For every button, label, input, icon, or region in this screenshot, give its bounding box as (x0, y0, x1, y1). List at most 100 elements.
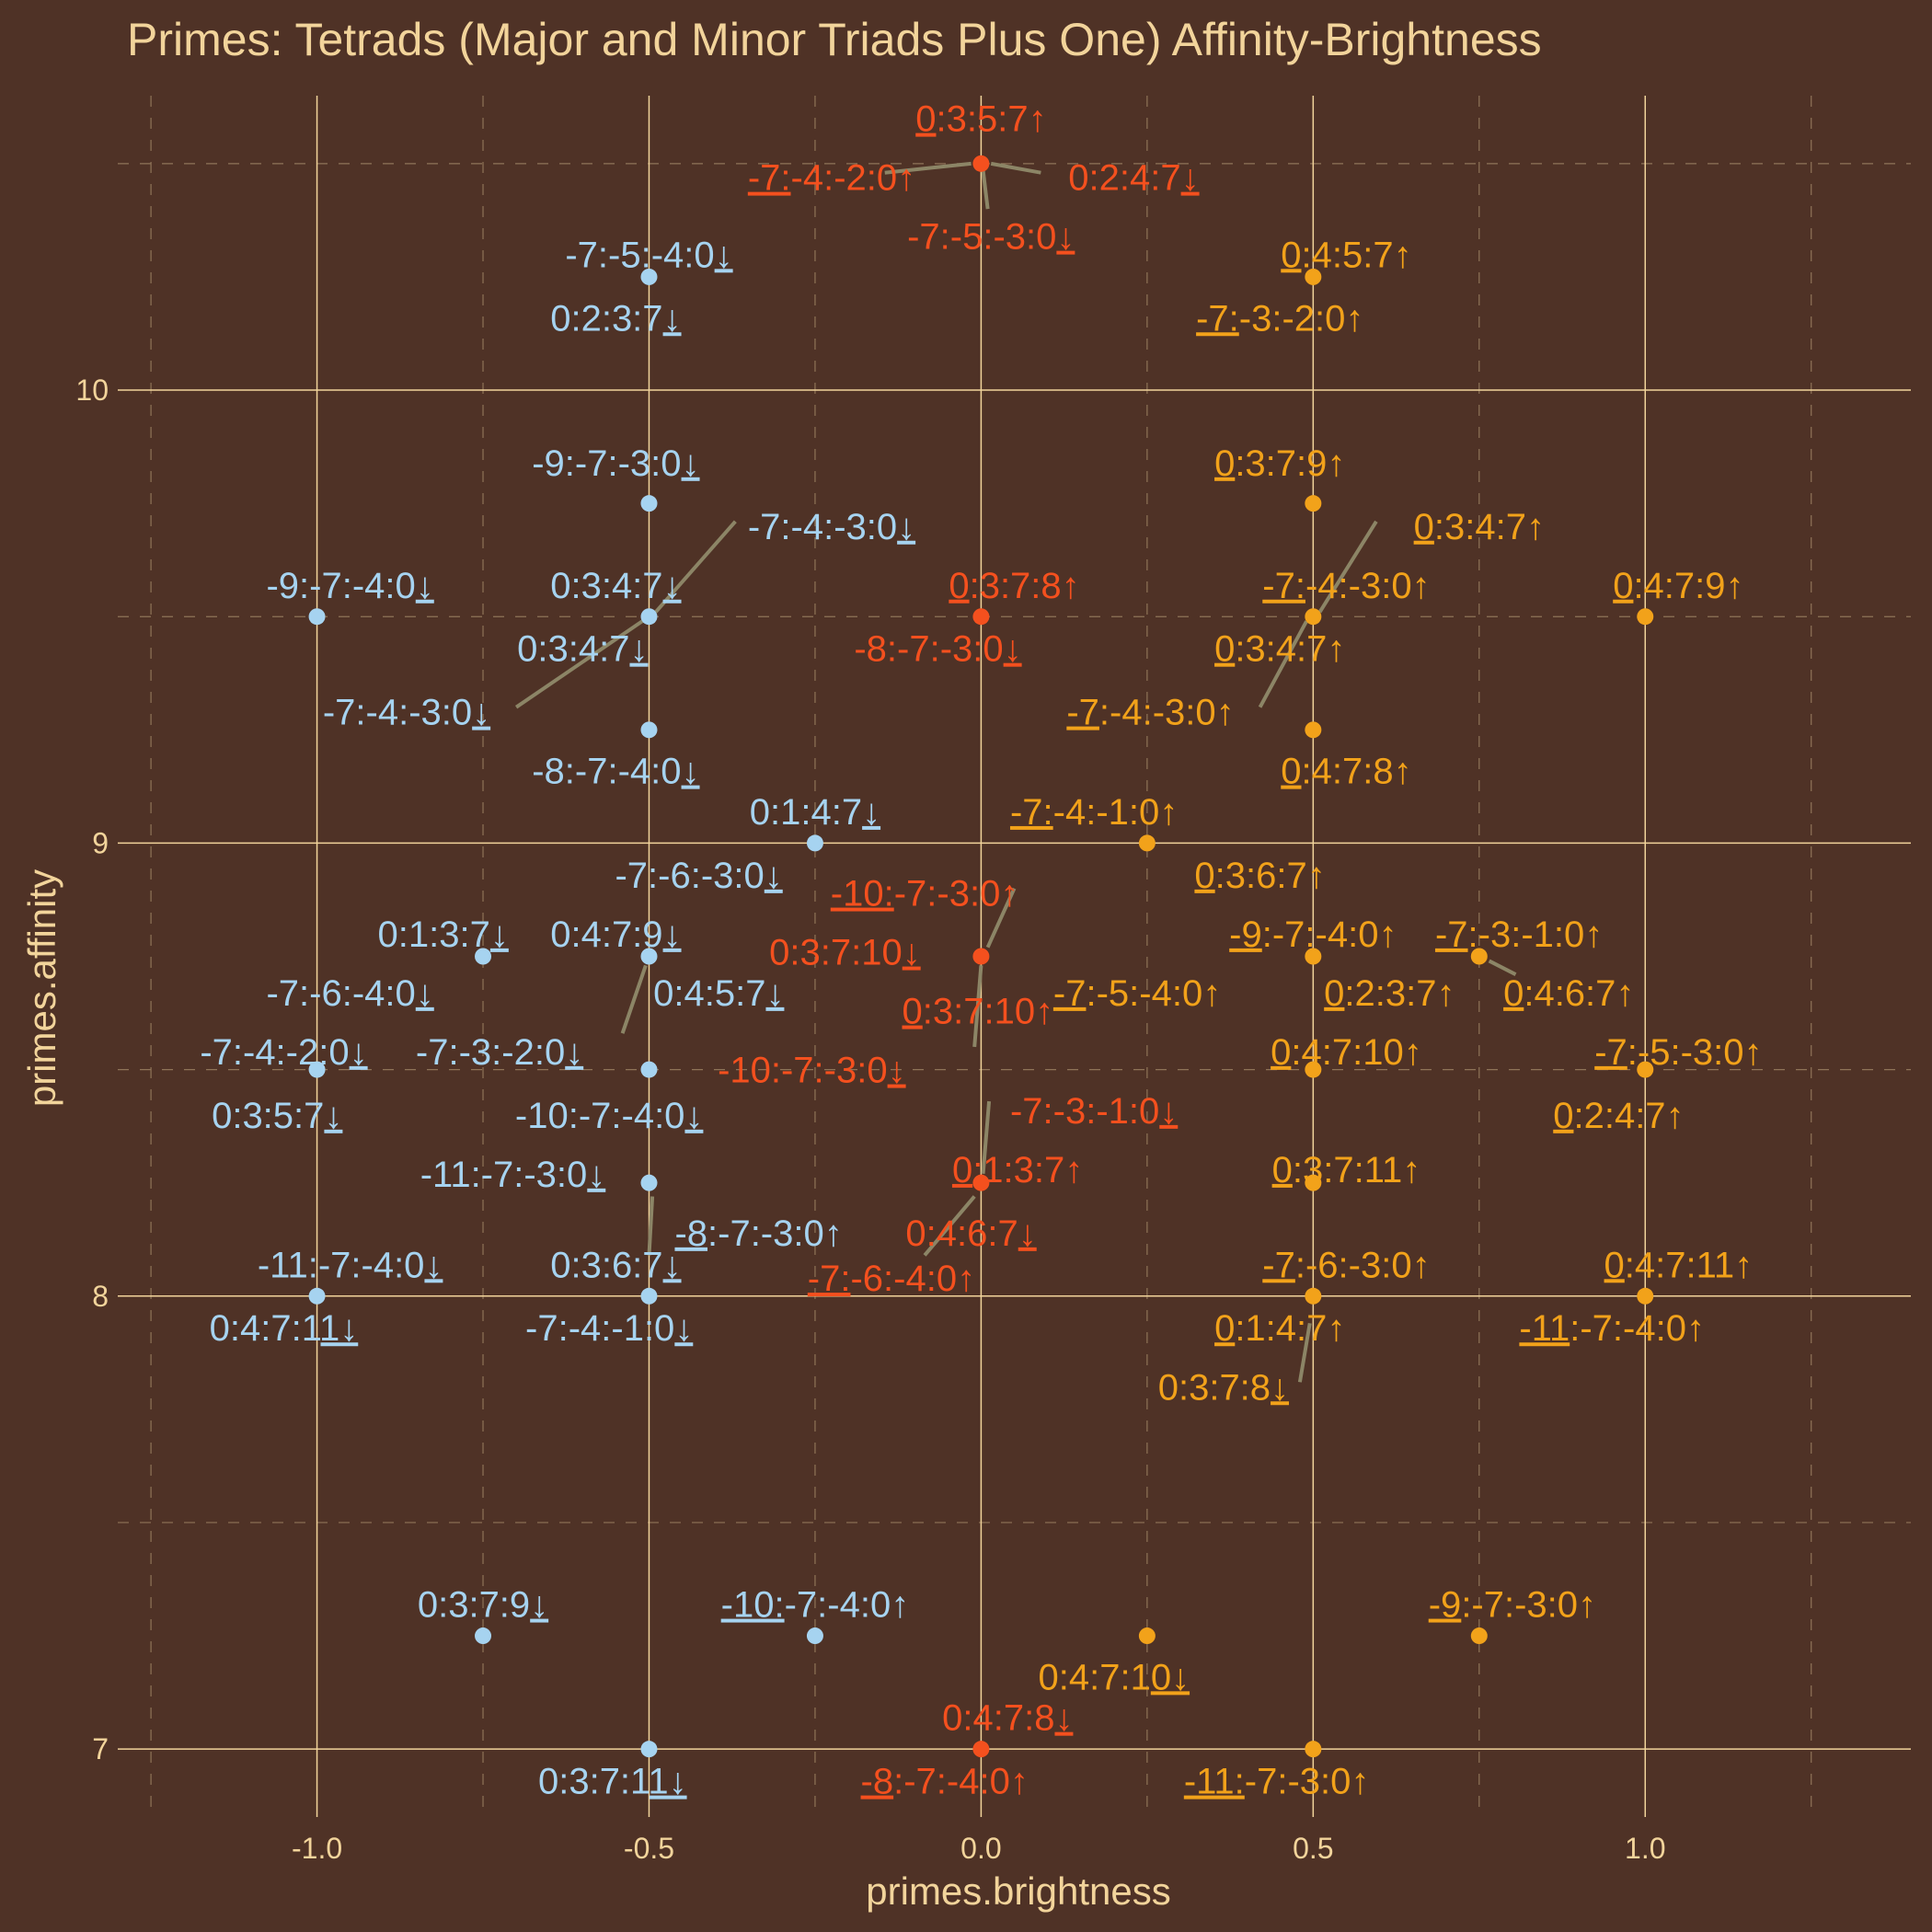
point-label: 0:4:7:11↑ (1604, 1245, 1754, 1285)
point-label: -9:-7:-4:0↓ (266, 566, 433, 606)
point-label: 0:4:7:8↓ (942, 1698, 1073, 1739)
point-label: 0:4:7:9↓ (550, 914, 681, 955)
point-labels: 0:3:5:7↑-7:-4:-2:0↑ 0:2:4:7↓ -7:-5:-3:0↓ -7… (200, 99, 1762, 1802)
data-point (1305, 948, 1322, 965)
data-point (308, 1061, 326, 1078)
point-label: 0:4:6:7↓ (905, 1213, 1036, 1254)
point-label: 0:3:4:7↑ (1214, 629, 1345, 670)
point-label: -7:-4:-3:0↑ (1066, 693, 1234, 733)
data-point (1305, 608, 1322, 626)
point-label: -7:-5:-4:0↓ (565, 235, 732, 275)
leader-line (972, 965, 983, 1048)
point-label: -7:-4:-3:0↓ (748, 507, 915, 547)
point-label: -10:-7:-4:0↓ (515, 1096, 704, 1136)
data-point (1305, 268, 1322, 285)
data-point (1305, 495, 1322, 512)
point-label: 0:3:7:9↑ (1214, 443, 1345, 484)
grid (118, 96, 1911, 1817)
point-label: 0:3:7:11↑ (1272, 1150, 1421, 1190)
point-label: -8:-7:-3:0↑ (674, 1213, 842, 1254)
x-tick-label: -1.0 (292, 1832, 342, 1865)
data-point (972, 608, 990, 626)
data-point (1305, 721, 1322, 739)
point-label: -7:-4:-3:0↑ (1262, 566, 1430, 606)
leader-line (514, 619, 644, 709)
point-label: 0:4:5:7↓ (653, 973, 784, 1014)
point-label: -7:-6:-4:0↑ (808, 1259, 975, 1299)
point-label: 0:3:5:7↑ (915, 99, 1046, 140)
point-label: 0:3:4:7↓ (550, 566, 681, 606)
point-label: -7:-6:-3:0↓ (615, 856, 782, 896)
data-point (972, 1741, 990, 1758)
data-point (1305, 1741, 1322, 1758)
point-label: -7:-3:-2:0↑ (1196, 298, 1363, 339)
point-label: 0:3:6:7↓ (550, 1245, 681, 1285)
point-label: -11:-7:-4:0↑ (1519, 1308, 1705, 1349)
leader-line (1258, 620, 1308, 708)
point-label: -7:-4:-3:0↓ (323, 693, 490, 733)
point-label: -9:-7:-3:0↑ (1429, 1585, 1596, 1626)
leader-line (990, 161, 1041, 175)
leader-line (647, 1196, 655, 1256)
data-point (1305, 1287, 1322, 1305)
point-label: 0:3:7:10↑ (903, 992, 1054, 1032)
point-label: -8:-7:-4:0↑ (861, 1762, 1029, 1802)
point-label: -8:-7:-3:0↓ (854, 629, 1021, 670)
x-tick-label: 0.5 (1293, 1832, 1333, 1865)
data-point (475, 1627, 492, 1645)
data-point (1305, 1061, 1322, 1078)
point-label: -7:-3:-2:0↓ (416, 1032, 583, 1073)
point-label: -7:-6:-4:0↓ (266, 973, 433, 1014)
point-label: -11:-7:-3:0↑ (1184, 1762, 1370, 1802)
point-label: 0:3:4:7↓ (517, 629, 648, 670)
leader-line (1297, 1322, 1312, 1383)
point-label: 0:1:3:7↑ (952, 1150, 1083, 1190)
leader-line (1317, 520, 1378, 614)
chart-title: Primes: Tetrads (Major and Minor Triads … (127, 14, 1542, 65)
point-label: 0:4:7:10↑ (1271, 1032, 1422, 1073)
y-tick-label: 9 (92, 826, 109, 859)
point-label: 0:3:7:11↓ (538, 1762, 687, 1802)
x-axis-title: primes.brightness (866, 1869, 1170, 1913)
point-label: 0:4:7:9↑ (1613, 566, 1743, 606)
point-label: -7:-5:-4:0↑ (1053, 973, 1221, 1014)
point-label: 0:4:7:11↓ (210, 1308, 359, 1349)
leader-line (884, 161, 972, 175)
point-label: 0:3:5:7↓ (212, 1096, 342, 1136)
data-point (1470, 948, 1488, 965)
point-label: 0:3:7:10↓ (769, 933, 921, 973)
point-label: -10:-7:-3:0↓ (718, 1051, 906, 1091)
point-label: -7:-3:-1:0↓ (1010, 1091, 1178, 1132)
y-tick-label: 8 (92, 1280, 109, 1313)
data-point (308, 608, 326, 626)
data-point (1138, 1627, 1156, 1645)
point-label: 0:2:3:7↓ (550, 298, 681, 339)
data-point (640, 268, 658, 285)
x-tick-label: 1.0 (1625, 1832, 1665, 1865)
point-label: 0:3:4:7↑ (1414, 507, 1545, 547)
data-point (640, 1287, 658, 1305)
data-point (1637, 1287, 1654, 1305)
data-point (308, 1287, 326, 1305)
data-point (972, 948, 990, 965)
point-label: -9:-7:-3:0↓ (532, 443, 699, 484)
data-point (1138, 834, 1156, 852)
data-point (1470, 1627, 1488, 1645)
tick-labels: -1.0 -0.5 0.0 0.5 1.0 7 8 9 10 (75, 374, 1665, 1865)
y-tick-label: 10 (75, 374, 109, 407)
data-point (1305, 1174, 1322, 1191)
point-label: -7:-6:-3:0↑ (1262, 1245, 1430, 1285)
point-label: -7:-4:-2:0↑ (748, 158, 915, 199)
data-point (640, 1174, 658, 1191)
point-label: 0:3:6:7↑ (1194, 856, 1325, 896)
point-label: 0:2:4:7↓ (1068, 158, 1199, 199)
point-label: -7:-4:-1:0↓ (525, 1308, 693, 1349)
data-point (475, 948, 492, 965)
point-label: 0:4:7:8↑ (1281, 752, 1411, 792)
point-label: -7:-5:-3:0↑ (1594, 1032, 1762, 1073)
point-label: -7:-5:-3:0↓ (907, 217, 1075, 258)
leader-line (981, 1100, 992, 1175)
point-label: 0:3:7:8↓ (1158, 1367, 1289, 1408)
